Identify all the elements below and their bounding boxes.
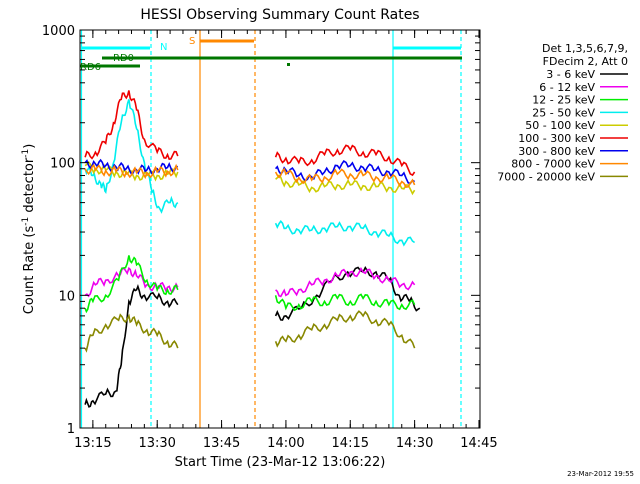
- series-line-12-25-keV-seg1: [84, 255, 179, 314]
- legend-label-6-12-keV: 6 - 12 keV: [539, 81, 595, 94]
- overlays-layer: N S RD0 RD6: [80, 30, 462, 428]
- x-tick-label-14:00: 14:00: [267, 436, 304, 451]
- series-line-6-12-keV-seg1: [84, 266, 179, 298]
- annotation-rd6: RD6: [80, 62, 101, 73]
- x-tick-label-13:45: 13:45: [203, 436, 240, 451]
- legend-title-1: Det 1,3,5,6,7,9,: [542, 42, 628, 55]
- y-tick-label-10: 10: [58, 289, 75, 304]
- x-tick-label-14:15: 14:15: [332, 436, 369, 451]
- series-line-800-7000-keV-seg1: [84, 163, 179, 180]
- series-line-100-300-keV-seg2: [274, 144, 416, 177]
- legend-label-7000-20000-keV: 7000 - 20000 keV: [497, 170, 595, 183]
- legend-label-800-7000-keV: 800 - 7000 keV: [511, 158, 595, 171]
- series-line-12-25-keV-seg2: [274, 293, 416, 312]
- series-layer: [84, 90, 421, 408]
- series-line-6-12-keV-seg2: [275, 266, 416, 298]
- series-line-7000-20000-keV-seg1: [84, 313, 179, 353]
- x-axis: 13:15 13:30 13:45 14:00 14:15 14:30 14:45: [74, 30, 498, 451]
- series-line-3-6-keV-seg2: [274, 265, 421, 321]
- series-line-50-100-keV-seg1: [84, 160, 179, 182]
- y-tick-label-1: 1: [67, 422, 75, 437]
- x-tick-label-13:15: 13:15: [74, 436, 111, 451]
- series-line-25-50-keV-seg2: [274, 220, 416, 247]
- chart-title: HESSI Observing Summary Count Rates: [140, 7, 419, 23]
- annotation-rd0: RD0: [113, 53, 134, 64]
- series-line-100-300-keV-seg1: [84, 90, 179, 160]
- footer-date: 23-Mar-2012 19:55: [567, 470, 634, 478]
- annotation-n: N: [160, 42, 167, 53]
- legend-title-2: FDecim 2, Att 0: [543, 55, 628, 68]
- y-axis-label-end: ): [22, 144, 37, 149]
- y-axis-label-sup1: -1: [21, 217, 31, 226]
- x-tick-label-13:30: 13:30: [138, 436, 175, 451]
- legend-label-100-300-keV: 100 - 300 keV: [518, 132, 595, 145]
- legend-label-50-100-keV: 50 - 100 keV: [525, 119, 595, 132]
- plot-frame: [79, 29, 481, 429]
- y-axis-label: Count Rate (s-1 detector-1): [21, 144, 37, 315]
- annotation-s: S: [189, 36, 195, 47]
- legend-label-3-6-keV: 3 - 6 keV: [546, 68, 595, 81]
- series-line-3-6-keV-seg1: [84, 283, 179, 408]
- x-tick-label-14:45: 14:45: [460, 436, 497, 451]
- legend: Det 1,3,5,6,7,9, FDecim 2, Att 0 3 - 6 k…: [497, 42, 628, 183]
- y-axis-label-sup2: -1: [21, 149, 31, 158]
- green-dot: [287, 63, 290, 66]
- legend-label-12-25-keV: 12 - 25 keV: [532, 94, 595, 107]
- series-line-800-7000-keV-seg2: [274, 167, 416, 188]
- y-axis-label-start: Count Rate (s: [22, 226, 37, 315]
- x-tick-label-14:30: 14:30: [396, 436, 433, 451]
- legend-label-300-800-keV: 300 - 800 keV: [518, 145, 595, 158]
- series-line-7000-20000-keV-seg2: [274, 310, 416, 349]
- legend-label-25-50-keV: 25 - 50 keV: [532, 106, 595, 119]
- series-line-300-800-keV-seg2: [275, 160, 415, 185]
- y-axis-label-mid: detector: [22, 157, 37, 217]
- y-tick-label-100: 100: [50, 157, 75, 172]
- series-line-25-50-keV-seg1: [84, 99, 179, 214]
- x-axis-label: Start Time (23-Mar-12 13:06:22): [175, 455, 386, 470]
- y-tick-label-1000: 1000: [42, 24, 75, 39]
- y-axis: 1 10 100 1000: [42, 24, 480, 437]
- series-line-50-100-keV-seg2: [275, 174, 416, 196]
